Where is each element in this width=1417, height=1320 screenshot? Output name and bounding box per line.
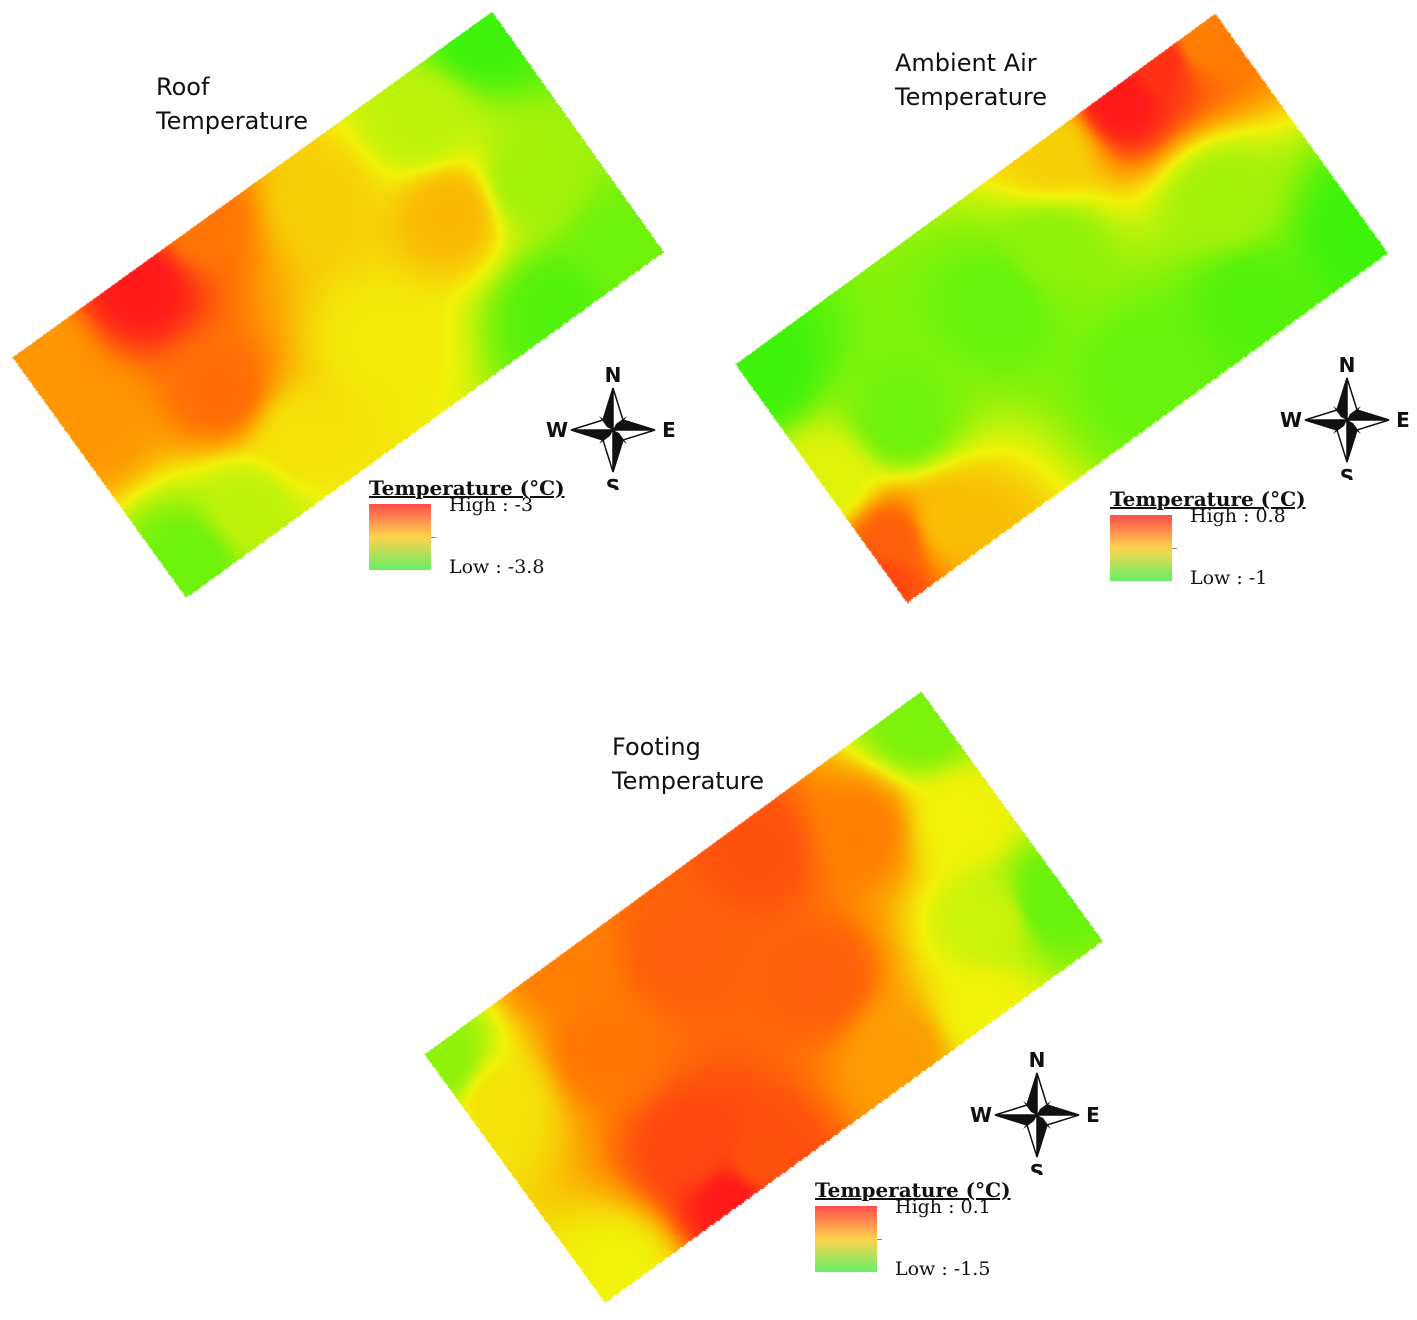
compass-west-label: W [546,418,568,442]
roof-title-line2: Temperature [156,107,309,135]
compass-east-label: E [1086,1103,1100,1127]
ambient-legend-high: High : 0.8 [1190,505,1286,527]
roof-title-line1: Roof [156,73,210,101]
ambient-compass-rose: N S E W [1272,350,1417,480]
ambient-title-line2: Temperature [895,83,1048,111]
roof-legend-ramp [369,504,431,570]
ambient-legend-tick [1172,548,1177,549]
compass-rose-icon: N S E W [1280,353,1410,480]
compass-west-label: W [1280,408,1302,432]
compass-south-label: S [1340,465,1354,480]
compass-north-label: N [605,363,622,387]
ambient-legend-ramp [1110,515,1172,581]
roof-legend-low: Low : -3.8 [449,556,545,578]
ambient-legend-title: Temperature (°C) [1110,487,1306,511]
compass-north-label: N [1339,353,1356,377]
roof-legend-high: High : -3 [449,494,534,516]
roof-legend: Temperature (°C) High : -3 Low : -3.8 [369,476,629,586]
footing-legend-high: High : 0.1 [895,1196,991,1218]
compass-south-label: S [1030,1160,1044,1175]
footing-compass-rose: N S E W [962,1045,1112,1175]
compass-rose-icon: N S E W [970,1048,1100,1175]
footing-title-line2: Temperature [612,767,765,795]
footing-legend-low: Low : -1.5 [895,1258,991,1280]
footing-legend-tick [877,1239,882,1240]
footing-legend: Temperature (°C) High : 0.1 Low : -1.5 [815,1178,1075,1288]
footing-legend-ramp [815,1206,877,1272]
roof-legend-title: Temperature (°C) [369,476,565,500]
compass-south-label: S [606,475,620,490]
roof-legend-tick [431,537,436,538]
compass-east-label: E [1396,408,1410,432]
ambient-map-title: Ambient Air Temperature [895,46,1047,114]
footing-title-line1: Footing [612,733,701,761]
ambient-legend: Temperature (°C) High : 0.8 Low : -1 [1110,487,1370,597]
roof-compass-rose: N S E W [538,360,688,490]
compass-north-label: N [1029,1048,1046,1072]
compass-east-label: E [662,418,676,442]
compass-west-label: W [970,1103,992,1127]
ambient-legend-low: Low : -1 [1190,567,1268,589]
compass-rose-icon: N S E W [546,363,676,490]
footing-legend-title: Temperature (°C) [815,1178,1011,1202]
roof-map-title: Roof Temperature [156,70,308,138]
ambient-title-line1: Ambient Air [895,49,1037,77]
footing-map-title: Footing Temperature [612,730,764,798]
